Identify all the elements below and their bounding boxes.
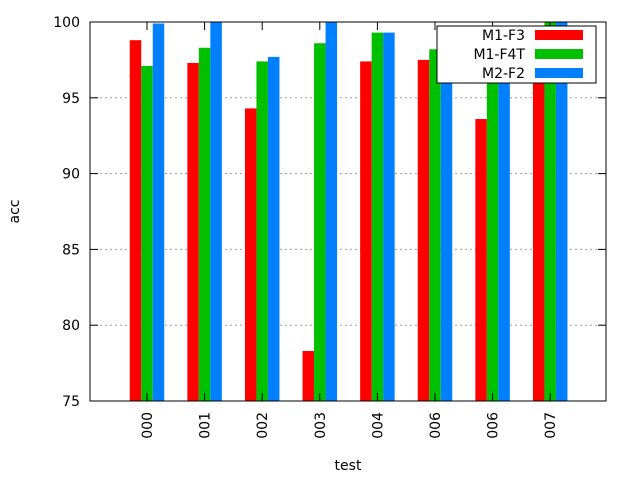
x-tick-label: 006 — [486, 412, 502, 439]
bars — [129, 22, 568, 402]
bar — [244, 108, 257, 402]
y-tick-label: 80 — [62, 318, 80, 334]
legend-label: M2-F2 — [482, 66, 525, 82]
y-tick-label: 85 — [62, 242, 80, 258]
x-axis-label: test — [335, 458, 362, 474]
bar — [267, 56, 280, 401]
plot-frame — [89, 21, 607, 402]
x-tick-label: 004 — [370, 412, 386, 439]
bar — [141, 65, 153, 402]
bar — [417, 59, 430, 402]
bar — [210, 22, 222, 401]
bar — [544, 22, 556, 401]
bar — [302, 350, 315, 401]
x-tick-label: 007 — [543, 412, 559, 439]
legend-label: M1-F3 — [482, 28, 525, 44]
y-axis-label: acc — [7, 200, 23, 224]
bar — [371, 32, 384, 401]
bar — [383, 32, 395, 401]
x-tick-label: 001 — [198, 412, 214, 439]
legend: M1-F3 M1-F4T M2-F2 — [436, 25, 597, 84]
grid-lines — [90, 97, 606, 326]
y-tick-label: 90 — [62, 167, 80, 183]
legend-label: M1-F4T — [473, 47, 525, 63]
bar — [129, 40, 142, 401]
x-axis-ticks: 000 001 002 003 004 006 006 007 — [140, 22, 559, 439]
bar — [314, 43, 326, 401]
legend-swatch — [535, 68, 583, 78]
bar — [152, 23, 165, 402]
bar — [256, 61, 268, 401]
x-tick-label: 003 — [313, 412, 329, 439]
bar — [498, 31, 510, 401]
x-tick-label: 006 — [428, 412, 444, 439]
bar — [429, 49, 441, 402]
bar — [198, 47, 211, 401]
legend-swatch — [535, 30, 583, 40]
y-tick-label: 100 — [53, 15, 80, 31]
bar — [475, 119, 487, 402]
bar — [325, 22, 338, 401]
x-tick-label: 002 — [255, 412, 271, 439]
bar — [486, 35, 499, 401]
bar — [555, 22, 568, 401]
y-axis-ticks: 75 80 85 90 95 100 — [53, 15, 606, 410]
y-tick-label: 75 — [62, 394, 80, 410]
bar — [532, 58, 545, 401]
bar — [187, 62, 199, 401]
legend-swatch — [535, 49, 583, 59]
x-tick-label: 000 — [140, 412, 156, 439]
bar — [360, 61, 372, 401]
bar — [440, 46, 453, 401]
y-tick-label: 95 — [62, 91, 80, 107]
